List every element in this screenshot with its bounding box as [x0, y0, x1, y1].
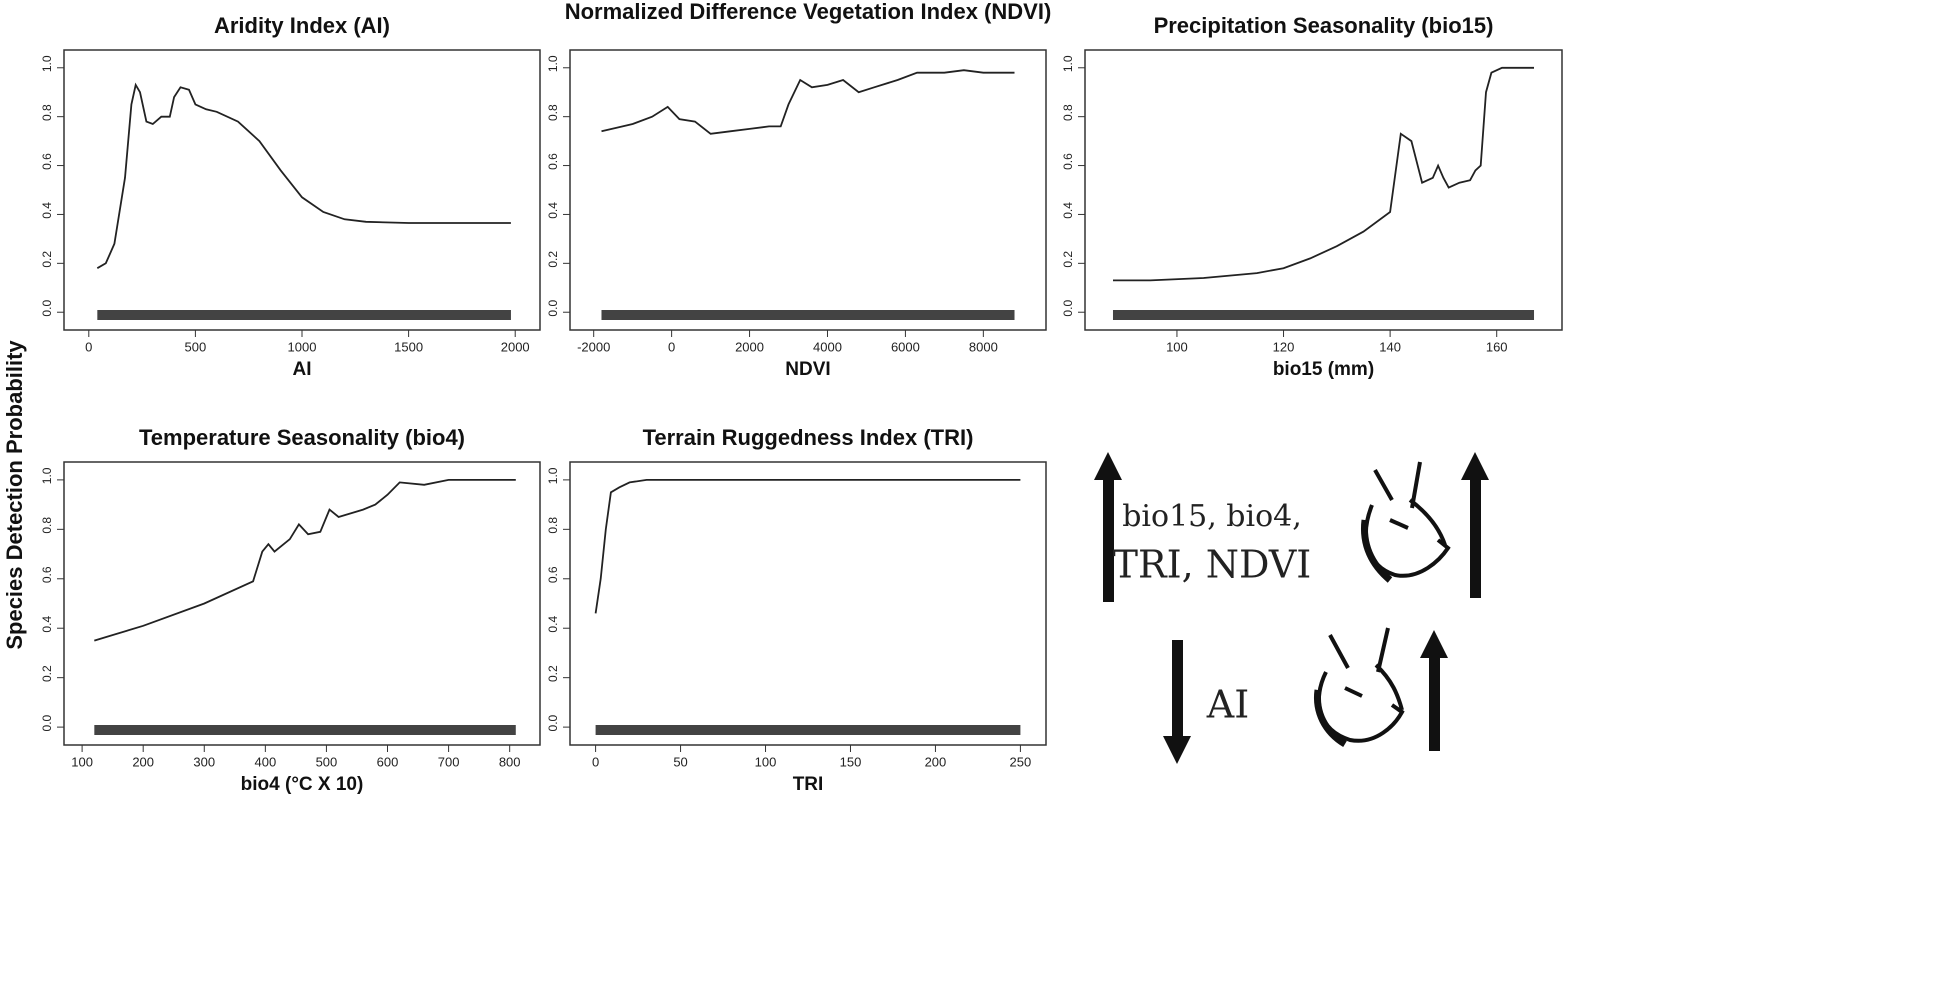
x-tick-label: 1000 [288, 339, 317, 354]
x-tick-label: 200 [925, 754, 947, 769]
x-tick-label: 0 [85, 339, 92, 354]
y-tick-label: 0.6 [40, 153, 54, 170]
x-tick-label: 50 [673, 754, 687, 769]
rug [97, 310, 511, 320]
down-text: AI [1206, 683, 1249, 727]
x-tick-label: 1500 [394, 339, 423, 354]
x-tick-label: 250 [1010, 754, 1032, 769]
x-tick-label: 160 [1486, 339, 1508, 354]
x-tick-label: 200 [132, 754, 154, 769]
y-tick-label: 0.8 [546, 517, 560, 534]
y-tick-label: 0.8 [1061, 104, 1075, 121]
y-tick-label: 1.0 [546, 467, 560, 484]
rug [94, 725, 516, 735]
y-tick-label: 0.0 [546, 714, 560, 731]
y-tick-label: 1.0 [40, 467, 54, 484]
y-tick-label: 0.8 [40, 104, 54, 121]
y-tick-label: 0.4 [1061, 202, 1075, 219]
plot-frame [569, 461, 1047, 746]
x-tick-label: 800 [499, 754, 521, 769]
x-tick-label: 700 [438, 754, 460, 769]
y-tick-label: 0.8 [546, 104, 560, 121]
x-tick-label: 300 [193, 754, 215, 769]
x-tick-label: 500 [316, 754, 338, 769]
x-tick-label: 0 [592, 754, 599, 769]
plot-frame [63, 49, 541, 331]
x-tick-label: 100 [1166, 339, 1188, 354]
x-tick-label: 100 [71, 754, 93, 769]
y-tick-label: 0.6 [546, 153, 560, 170]
x-tick-label: 4000 [813, 339, 842, 354]
chart-title: Precipitation Seasonality (bio15) [1153, 13, 1494, 38]
x-axis-title: AI [293, 359, 312, 380]
y-tick-label: 0.2 [40, 665, 54, 682]
x-tick-label: -2000 [577, 339, 610, 354]
y-tick-label: 0.0 [546, 300, 560, 317]
chart-title: Aridity Index (AI) [213, 13, 390, 38]
x-tick-label: 6000 [891, 339, 920, 354]
x-tick-label: 120 [1273, 339, 1295, 354]
x-axis-title: bio4 (°C X 10) [241, 774, 364, 795]
y-tick-label: 0.0 [1061, 300, 1075, 317]
chart-title: Terrain Ruggedness Index (TRI) [642, 425, 974, 450]
y-tick-label: 1.0 [40, 55, 54, 72]
x-tick-label: 150 [840, 754, 862, 769]
line [601, 69, 1015, 135]
rug [595, 725, 1021, 735]
line [94, 479, 516, 642]
x-axis-title: bio15 (mm) [1273, 359, 1374, 380]
plot-frame [1084, 49, 1563, 331]
x-tick-label: 0 [668, 339, 675, 354]
y-tick-label: 1.0 [546, 55, 560, 72]
x-tick-label: 2000 [501, 339, 530, 354]
x-tick-label: 400 [254, 754, 276, 769]
y-tick-label: 0.8 [40, 517, 54, 534]
y-tick-label: 0.6 [40, 566, 54, 583]
arrows [1094, 452, 1489, 764]
x-axis-title: TRI [793, 774, 824, 795]
y-tick-label: 0.6 [1061, 153, 1075, 170]
y-axis-title: Species Detection Probability [2, 340, 27, 650]
chart-title: Normalized Difference Vegetation Index (… [564, 0, 1052, 24]
y-tick-label: 0.2 [40, 251, 54, 268]
x-tick-label: 500 [185, 339, 207, 354]
x-tick-label: 100 [755, 754, 777, 769]
plot-frame [63, 461, 541, 746]
x-tick-label: 8000 [969, 339, 998, 354]
plot-frame [569, 49, 1047, 331]
summary-panel: bio15, bio4, TRI, NDVI AI [1094, 452, 1489, 764]
x-tick-label: 140 [1379, 339, 1401, 354]
y-tick-label: 0.0 [40, 300, 54, 317]
x-axis-title: NDVI [785, 359, 830, 380]
y-tick-label: 0.4 [40, 616, 54, 633]
lynx-icon [1313, 627, 1405, 748]
y-tick-label: 0.2 [546, 665, 560, 682]
y-tick-label: 0.2 [546, 251, 560, 268]
y-tick-label: 1.0 [1061, 55, 1075, 72]
line [1113, 66, 1534, 282]
y-tick-label: 0.4 [546, 616, 560, 633]
rug [601, 310, 1015, 320]
y-tick-label: 0.4 [40, 202, 54, 219]
y-tick-label: 0.4 [546, 202, 560, 219]
y-tick-label: 0.6 [546, 566, 560, 583]
line [96, 82, 511, 269]
x-tick-label: 600 [377, 754, 399, 769]
y-tick-label: 0.2 [1061, 251, 1075, 268]
y-tick-label: 0.0 [40, 714, 54, 731]
rug [1112, 310, 1535, 320]
line [594, 479, 1021, 614]
x-tick-label: 2000 [735, 339, 764, 354]
lynx-icon [1360, 461, 1451, 583]
up-text: bio15, bio4, [1122, 499, 1302, 534]
chart-title: Temperature Seasonality (bio4) [138, 425, 465, 450]
up-text: TRI, NDVI [1113, 543, 1312, 587]
